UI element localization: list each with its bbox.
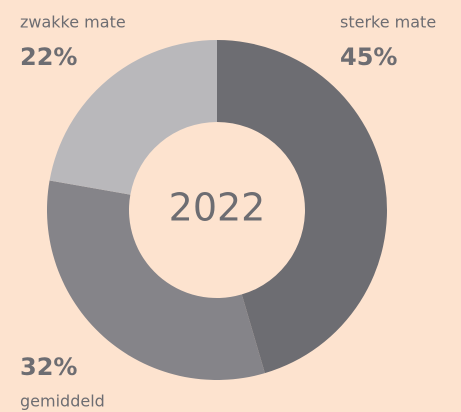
slice-name: zwakke mate (20, 13, 126, 32)
donut (47, 40, 387, 380)
slice-value-label: 32% (20, 353, 77, 381)
slice-name: sterke mate (340, 13, 436, 32)
slice-name: gemiddeld (20, 392, 105, 411)
donut-slice (217, 40, 387, 374)
slice-value-label: 22% (20, 43, 77, 71)
donut-slice (49, 40, 217, 195)
donut-slice (47, 180, 265, 380)
slice-value-label: 45% (340, 43, 397, 71)
center-label: 2022 (169, 186, 266, 230)
